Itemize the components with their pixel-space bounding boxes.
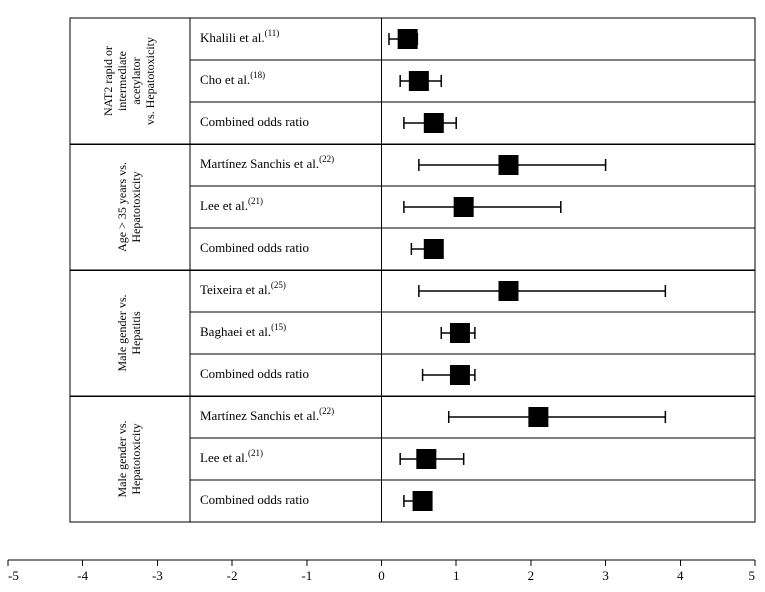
study-label: Teixeira et al.(25) <box>200 280 286 297</box>
point-marker <box>528 407 548 427</box>
study-label: Baghaei et al.(15) <box>200 322 286 339</box>
category-label: Hepatotoxicity <box>129 171 143 242</box>
study-label: Combined odds ratio <box>200 240 309 255</box>
point-marker <box>409 71 429 91</box>
category-label: Hepatotoxicity <box>129 423 143 494</box>
category-label: intermediate <box>115 51 129 111</box>
point-marker <box>498 281 518 301</box>
category-label: Hepatitis <box>129 311 143 355</box>
study-label: Lee et al.(21) <box>200 196 263 213</box>
forest-plot: NAT2 rapid orintermediateacetylatorvs. H… <box>0 0 765 592</box>
study-label: Cho et al.(18) <box>200 70 265 87</box>
point-marker <box>450 323 470 343</box>
point-marker <box>424 239 444 259</box>
study-label: Combined odds ratio <box>200 366 309 381</box>
x-tick-label: -1 <box>301 568 312 583</box>
x-tick-label: 1 <box>453 568 460 583</box>
point-marker <box>413 491 433 511</box>
category-label: Age > 35 years vs. <box>115 162 129 252</box>
x-tick-label: 5 <box>749 568 756 583</box>
point-marker <box>454 197 474 217</box>
x-tick-label: -2 <box>227 568 238 583</box>
study-label: Lee et al.(21) <box>200 448 263 465</box>
x-tick-label: 0 <box>378 568 385 583</box>
study-label: Combined odds ratio <box>200 492 309 507</box>
category-label: vs. Hepatotoxicity <box>143 37 157 125</box>
category-label: acetylator <box>129 57 143 104</box>
x-tick-label: -4 <box>77 568 88 583</box>
x-tick-label: -3 <box>152 568 163 583</box>
point-marker <box>450 365 470 385</box>
category-label: NAT2 rapid or <box>101 46 115 116</box>
study-label: Khalili et al.(11) <box>200 28 279 45</box>
point-marker <box>498 155 518 175</box>
forest-plot-svg: NAT2 rapid orintermediateacetylatorvs. H… <box>0 0 765 592</box>
point-marker <box>398 29 418 49</box>
category-label: Male gender vs. <box>115 421 129 498</box>
point-marker <box>424 113 444 133</box>
category-label: Male gender vs. <box>115 295 129 372</box>
study-label: Martínez Sanchis et al.(22) <box>200 406 334 423</box>
x-tick-label: 2 <box>528 568 535 583</box>
point-marker <box>416 449 436 469</box>
x-tick-label: -5 <box>8 568 19 583</box>
x-tick-label: 3 <box>602 568 609 583</box>
study-label: Martínez Sanchis et al.(22) <box>200 154 334 171</box>
x-tick-label: 4 <box>677 568 684 583</box>
study-label: Combined odds ratio <box>200 114 309 129</box>
